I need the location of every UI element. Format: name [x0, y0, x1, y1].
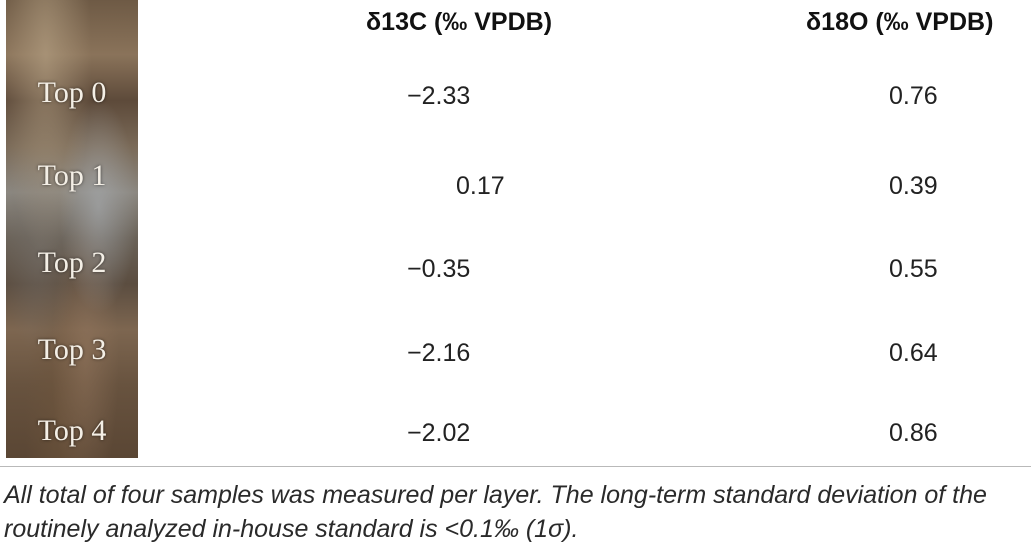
core-photo: Top 0 Top 1 Top 2 Top 3 Top 4 [6, 0, 138, 458]
cell-d18o: 0.76 [889, 82, 938, 110]
column-header-d13c: δ13C (‰ VPDB) [366, 8, 553, 36]
cell-d13c: −2.16 [407, 339, 471, 367]
cell-d18o: 0.86 [889, 419, 938, 447]
cell-d18o: 0.39 [889, 172, 938, 200]
row-label: Top 0 [37, 76, 107, 109]
row-label: Top 1 [37, 159, 107, 192]
cell-d13c: −2.33 [407, 82, 471, 110]
cell-d18o: 0.64 [889, 339, 938, 367]
cell-d13c: −0.35 [407, 255, 471, 283]
cell-d13c: 0.17 [456, 172, 505, 200]
column-header-d18o: δ18O (‰ VPDB) [806, 8, 994, 36]
cell-d13c: −2.02 [407, 419, 471, 447]
cell-d18o: 0.55 [889, 255, 938, 283]
row-label: Top 2 [37, 246, 107, 279]
row-label: Top 4 [37, 414, 107, 447]
table-divider [0, 466, 1031, 467]
row-label: Top 3 [37, 333, 107, 366]
table-footnote: All total of four samples was measured p… [4, 481, 987, 543]
